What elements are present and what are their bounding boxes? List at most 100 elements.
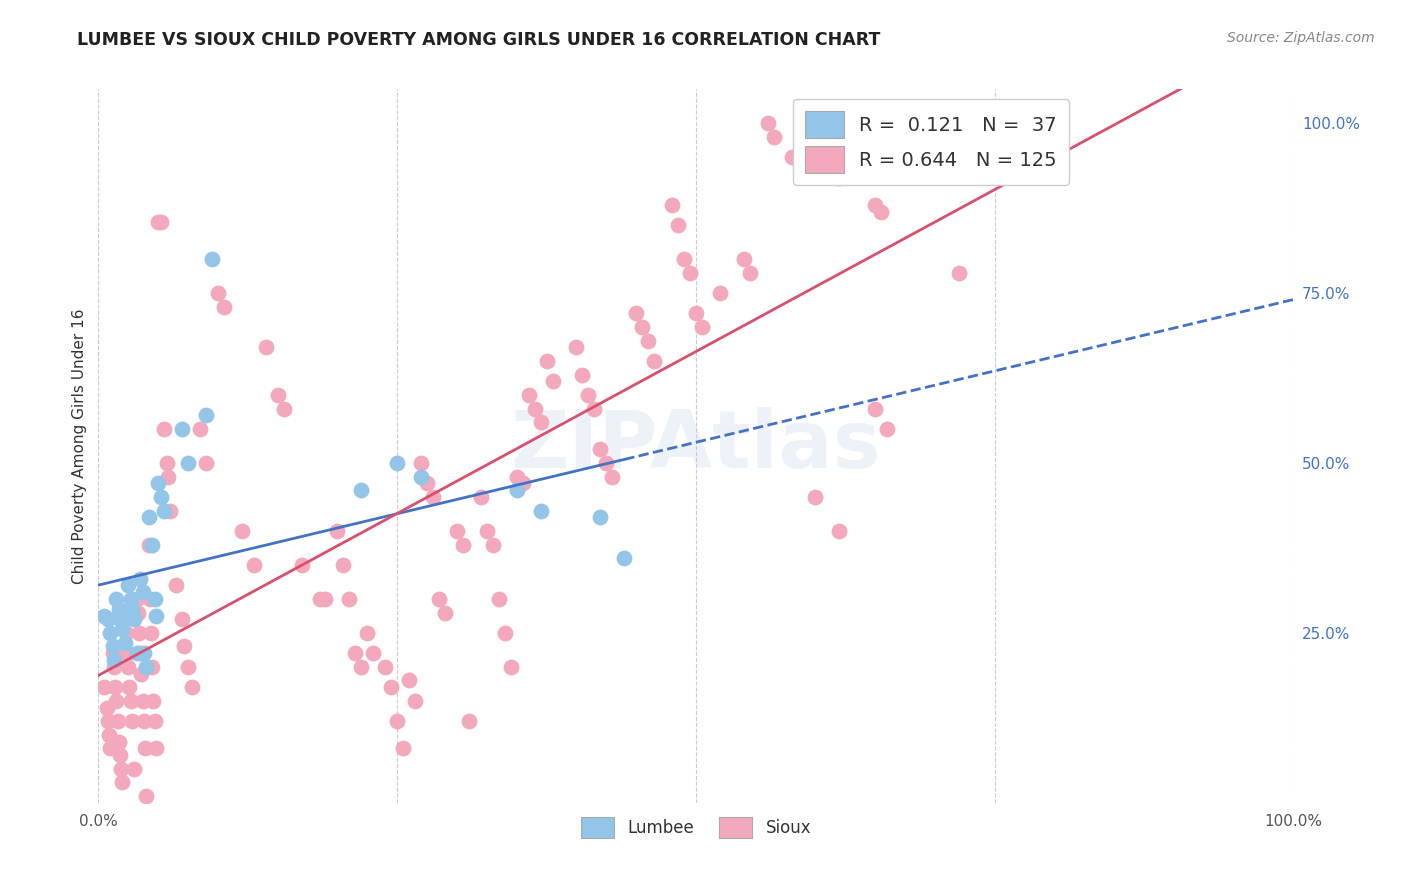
Point	[506, 483, 529, 498]
Point	[536, 354, 558, 368]
Point	[804, 163, 827, 178]
Point	[107, 602, 129, 616]
Point	[98, 741, 122, 756]
Point	[924, 150, 946, 164]
Point	[900, 129, 922, 144]
Point	[470, 490, 492, 504]
Point	[231, 524, 253, 538]
Point	[117, 578, 139, 592]
Point	[595, 456, 617, 470]
Point	[96, 700, 118, 714]
Point	[733, 252, 755, 266]
Point	[589, 510, 612, 524]
Point	[101, 640, 124, 654]
Point	[105, 694, 128, 708]
Point	[153, 422, 176, 436]
Point	[142, 694, 165, 708]
Point	[188, 422, 211, 436]
Point	[97, 612, 120, 626]
Point	[125, 591, 148, 606]
Point	[115, 626, 138, 640]
Point	[132, 714, 155, 729]
Point	[344, 646, 367, 660]
Point	[332, 558, 354, 572]
Point	[780, 150, 803, 164]
Point	[139, 591, 162, 606]
Point	[530, 415, 553, 429]
Point	[115, 646, 138, 660]
Point	[446, 524, 468, 538]
Point	[110, 762, 132, 776]
Text: ZIPAtlas: ZIPAtlas	[510, 407, 882, 485]
Point	[207, 286, 229, 301]
Point	[132, 646, 155, 660]
Point	[865, 401, 887, 416]
Point	[120, 694, 142, 708]
Point	[828, 524, 851, 538]
Point	[135, 789, 157, 803]
Point	[363, 646, 385, 660]
Point	[267, 388, 290, 402]
Point	[172, 612, 194, 626]
Point	[356, 626, 378, 640]
Point	[756, 116, 779, 130]
Point	[103, 660, 125, 674]
Point	[762, 129, 785, 144]
Point	[936, 163, 959, 178]
Text: Source: ZipAtlas.com: Source: ZipAtlas.com	[1227, 31, 1375, 45]
Point	[380, 680, 402, 694]
Point	[118, 680, 141, 694]
Point	[139, 626, 162, 640]
Point	[690, 320, 713, 334]
Point	[121, 602, 143, 616]
Point	[602, 469, 624, 483]
Point	[422, 490, 444, 504]
Point	[103, 653, 125, 667]
Point	[385, 456, 409, 470]
Point	[138, 510, 160, 524]
Point	[121, 714, 143, 729]
Point	[101, 646, 124, 660]
Point	[93, 608, 115, 623]
Point	[488, 591, 510, 606]
Point	[105, 591, 128, 606]
Point	[458, 714, 481, 729]
Point	[661, 198, 683, 212]
Point	[494, 626, 516, 640]
Point	[114, 636, 136, 650]
Point	[104, 680, 127, 694]
Point	[637, 334, 659, 348]
Point	[131, 694, 153, 708]
Point	[138, 537, 160, 551]
Point	[876, 422, 898, 436]
Point	[149, 490, 172, 504]
Point	[131, 666, 153, 681]
Point	[506, 469, 529, 483]
Point	[254, 341, 277, 355]
Point	[243, 558, 266, 572]
Point	[308, 591, 330, 606]
Point	[589, 442, 612, 457]
Point	[111, 775, 134, 789]
Point	[339, 591, 361, 606]
Point	[385, 714, 409, 729]
Point	[685, 306, 707, 320]
Point	[374, 660, 396, 674]
Point	[350, 483, 373, 498]
Point	[148, 215, 170, 229]
Point	[666, 218, 689, 232]
Point	[738, 266, 761, 280]
Point	[541, 375, 564, 389]
Point	[404, 694, 426, 708]
Point	[523, 401, 546, 416]
Legend: Lumbee, Sioux: Lumbee, Sioux	[574, 811, 818, 845]
Point	[679, 266, 702, 280]
Point	[107, 714, 129, 729]
Point	[326, 524, 349, 538]
Point	[128, 626, 150, 640]
Point	[411, 456, 433, 470]
Point	[427, 591, 450, 606]
Point	[153, 503, 176, 517]
Point	[177, 660, 200, 674]
Point	[143, 714, 166, 729]
